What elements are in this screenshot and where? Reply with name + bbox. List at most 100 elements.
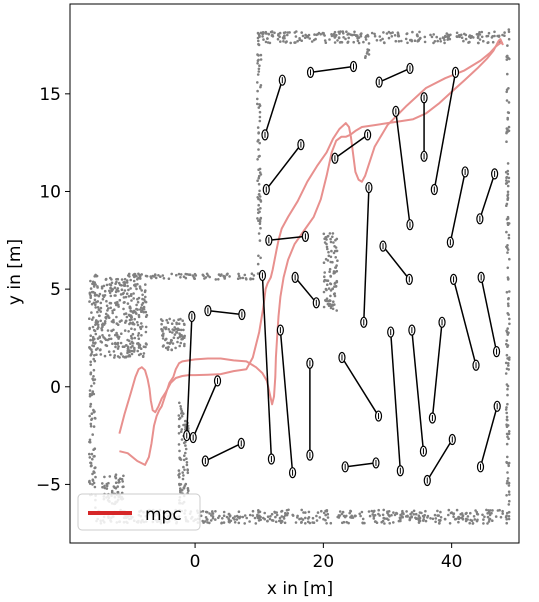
wall-point — [133, 346, 136, 350]
wall-point — [329, 255, 333, 259]
wall-point — [127, 355, 130, 358]
wall-point — [108, 334, 111, 337]
wall-point — [506, 184, 510, 188]
obstacle-path — [294, 276, 317, 304]
wall-point — [505, 204, 508, 207]
wall-point — [394, 39, 398, 43]
wall-point — [329, 282, 333, 286]
wall-point — [99, 310, 102, 313]
wall-point — [302, 511, 305, 514]
wall-point — [508, 317, 511, 321]
wall-point — [291, 513, 295, 517]
wall-point — [120, 288, 124, 292]
wall-point — [284, 511, 287, 515]
wall-point — [96, 306, 100, 309]
wall-point — [92, 481, 96, 485]
wall-point — [507, 236, 511, 240]
wall-point — [256, 73, 260, 76]
wall-point — [176, 340, 179, 344]
wall-point — [507, 464, 511, 468]
wall-point — [93, 416, 97, 420]
wall-point — [177, 443, 181, 446]
wall-point — [114, 290, 118, 294]
wall-point — [100, 285, 104, 289]
wall-point — [360, 510, 364, 514]
wall-point — [135, 303, 138, 307]
wall-point — [221, 517, 224, 520]
wall-point — [166, 321, 170, 325]
wall-point — [496, 509, 500, 512]
wall-point — [493, 30, 496, 34]
wall-point — [331, 287, 335, 291]
wall-point — [180, 428, 184, 431]
wall-point — [107, 350, 111, 354]
wall-point — [507, 364, 510, 367]
wall-point — [184, 451, 187, 455]
wall-point — [257, 33, 261, 36]
wall-point — [257, 254, 260, 258]
wall-point — [112, 350, 116, 353]
wall-point — [236, 277, 240, 281]
wall-point — [424, 509, 427, 513]
wall-point — [476, 36, 480, 39]
wall-point — [129, 334, 133, 338]
wall-point — [506, 345, 509, 349]
wall-point — [162, 344, 165, 347]
wall-point — [89, 279, 92, 283]
wall-point — [507, 30, 511, 34]
x-tick-label: 20 — [313, 552, 335, 572]
wall-point — [103, 321, 107, 325]
wall-point — [165, 318, 168, 322]
wall-point — [137, 332, 141, 335]
wall-point — [88, 482, 92, 485]
wall-point — [399, 519, 402, 523]
wall-point — [436, 509, 439, 513]
wall-point — [116, 347, 120, 350]
wall-point — [347, 36, 351, 40]
wall-point — [335, 249, 338, 253]
wall-point — [432, 33, 436, 36]
wall-point — [109, 337, 113, 341]
wall-point — [256, 196, 260, 199]
wall-point — [445, 32, 449, 35]
wall-point — [508, 322, 511, 326]
wall-point — [257, 176, 261, 180]
wall-point — [432, 41, 435, 45]
wall-point — [90, 350, 94, 354]
wall-point — [115, 280, 118, 284]
wall-point — [153, 273, 157, 276]
wall-point — [286, 33, 289, 37]
wall-point — [90, 393, 93, 397]
wall-point — [186, 471, 190, 475]
wall-point — [179, 487, 182, 490]
wall-point — [257, 39, 260, 43]
wall-point — [96, 310, 99, 314]
wall-point — [257, 182, 261, 186]
wall-point — [323, 271, 327, 274]
wall-point — [182, 458, 186, 462]
wall-point — [108, 301, 112, 305]
wall-point — [259, 207, 262, 210]
wall-point — [257, 203, 261, 207]
wall-point — [256, 126, 260, 129]
wall-point — [504, 361, 508, 365]
wall-point — [101, 485, 104, 489]
wall-point — [91, 472, 94, 476]
wall-point — [124, 321, 127, 324]
wall-point — [505, 521, 509, 525]
wall-point — [505, 494, 508, 497]
wall-point — [324, 518, 327, 522]
wall-point — [461, 514, 465, 518]
wall-point — [405, 510, 408, 513]
wall-point — [160, 322, 163, 326]
obstacle-path — [192, 380, 219, 438]
wall-point — [125, 281, 129, 284]
wall-point — [314, 37, 317, 41]
wall-point — [90, 412, 94, 416]
wall-point — [271, 519, 275, 522]
wall-point — [193, 272, 197, 276]
wall-point — [90, 464, 93, 467]
wall-point — [437, 514, 441, 517]
wall-point — [406, 41, 409, 45]
